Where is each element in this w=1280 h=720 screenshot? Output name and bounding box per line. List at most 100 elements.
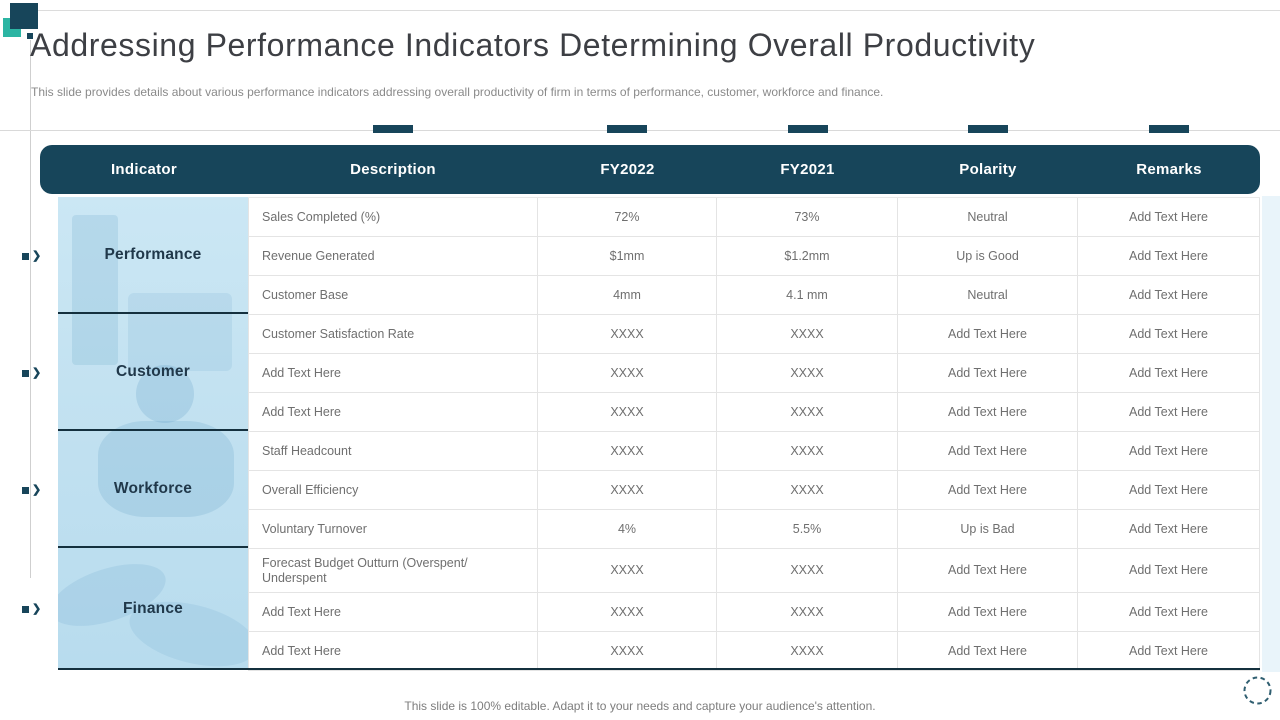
fy2022-cell: 4% (538, 510, 717, 548)
remarks-cell[interactable]: Add Text Here (1078, 471, 1260, 509)
header-indicator: Indicator (110, 161, 178, 178)
footer-note: This slide is 100% editable. Adapt it to… (404, 699, 876, 713)
fy2021-cell: 4.1 mm (717, 276, 898, 314)
fy2021-cell[interactable]: XXXX (717, 393, 898, 431)
page-title: Addressing Performance Indicators Determ… (30, 27, 1036, 63)
description-cell[interactable]: Add Text Here (248, 393, 538, 431)
table-row: Add Text Here XXXX XXXX Add Text Here Ad… (248, 393, 1260, 432)
rail-top-square-icon (27, 33, 33, 39)
fy2022-cell[interactable]: XXXX (538, 549, 717, 592)
fy2022-cell[interactable]: XXXX (538, 393, 717, 431)
group-bullet-icon: ❯ (22, 603, 41, 615)
description-cell: Voluntary Turnover (248, 510, 538, 548)
polarity-cell[interactable]: Add Text Here (898, 315, 1078, 353)
remarks-cell[interactable]: Add Text Here (1078, 432, 1260, 470)
remarks-cell[interactable]: Add Text Here (1078, 276, 1260, 314)
description-cell[interactable]: Add Text Here (248, 593, 538, 631)
table-bottom-border (58, 668, 1260, 670)
remarks-cell[interactable]: Add Text Here (1078, 632, 1260, 670)
description-cell[interactable]: Add Text Here (248, 632, 538, 670)
fy2022-cell[interactable]: XXXX (538, 432, 717, 470)
group-bullet-icon: ❯ (22, 367, 41, 379)
description-cell: Staff Headcount (248, 432, 538, 470)
table-rows: Sales Completed (%) 72% 73% Neutral Add … (248, 197, 1260, 671)
remarks-cell[interactable]: Add Text Here (1078, 315, 1260, 353)
table-body: Performance Customer Workforce Finance S… (58, 197, 1260, 671)
table-row: Sales Completed (%) 72% 73% Neutral Add … (248, 198, 1260, 237)
table-header: Indicator Description FY2022 FY2021 Pola… (40, 145, 1260, 194)
remarks-cell[interactable]: Add Text Here (1078, 549, 1260, 592)
remarks-cell[interactable]: Add Text Here (1078, 354, 1260, 392)
group-label-customer: Customer (58, 314, 248, 431)
fy2022-cell[interactable]: XXXX (538, 471, 717, 509)
remarks-cell[interactable]: Add Text Here (1078, 593, 1260, 631)
polarity-cell: Neutral (898, 198, 1078, 236)
logo-dark-square-icon (10, 3, 38, 29)
fy2021-cell[interactable]: XXXX (717, 354, 898, 392)
polarity-cell[interactable]: Add Text Here (898, 632, 1078, 670)
fy2021-cell[interactable]: XXXX (717, 549, 898, 592)
table-right-accent (1262, 196, 1280, 672)
fy2021-cell: 73% (717, 198, 898, 236)
fy2021-cell[interactable]: XXXX (717, 593, 898, 631)
header-fy2021: FY2021 (780, 161, 835, 178)
fy2021-cell[interactable]: XXXX (717, 632, 898, 670)
fy2021-cell[interactable]: XXXX (717, 432, 898, 470)
column-marker-icon (373, 125, 413, 133)
column-marker-icon (1149, 125, 1189, 133)
polarity-cell[interactable]: Add Text Here (898, 471, 1078, 509)
fy2022-cell[interactable]: XXXX (538, 354, 717, 392)
polarity-cell[interactable]: Add Text Here (898, 593, 1078, 631)
indicator-column-photo (58, 197, 248, 670)
group-bullet-icon: ❯ (22, 484, 41, 496)
polarity-cell[interactable]: Add Text Here (898, 354, 1078, 392)
table-row: Revenue Generated $1mm $1.2mm Up is Good… (248, 237, 1260, 276)
group-label-workforce: Workforce (58, 431, 248, 548)
group-label-performance: Performance (58, 197, 248, 314)
header-polarity: Polarity (959, 161, 1017, 178)
column-marker-icon (968, 125, 1008, 133)
polarity-cell[interactable]: Add Text Here (898, 432, 1078, 470)
table-row: Forecast Budget Outturn (Overspent/ Unde… (248, 549, 1260, 593)
remarks-cell[interactable]: Add Text Here (1078, 237, 1260, 275)
fy2022-cell[interactable]: XXXX (538, 632, 717, 670)
polarity-cell[interactable]: Add Text Here (898, 549, 1078, 592)
fy2021-cell: 5.5% (717, 510, 898, 548)
indicator-column: Performance Customer Workforce Finance (58, 197, 248, 670)
remarks-cell[interactable]: Add Text Here (1078, 393, 1260, 431)
fy2022-cell: $1mm (538, 237, 717, 275)
polarity-cell[interactable]: Add Text Here (898, 393, 1078, 431)
left-rail-line (30, 40, 31, 578)
description-cell: Forecast Budget Outturn (Overspent/ Unde… (248, 549, 538, 592)
description-cell: Customer Base (248, 276, 538, 314)
column-marker-icon (607, 125, 647, 133)
header-description: Description (350, 161, 436, 178)
table-row: Customer Satisfaction Rate XXXX XXXX Add… (248, 315, 1260, 354)
fy2022-cell: 72% (538, 198, 717, 236)
description-cell: Overall Efficiency (248, 471, 538, 509)
description-cell: Revenue Generated (248, 237, 538, 275)
fy2022-cell[interactable]: XXXX (538, 593, 717, 631)
fy2022-cell[interactable]: XXXX (538, 315, 717, 353)
top-divider (38, 10, 1280, 11)
remarks-cell[interactable]: Add Text Here (1078, 198, 1260, 236)
table-row: Overall Efficiency XXXX XXXX Add Text He… (248, 471, 1260, 510)
fy2021-cell: $1.2mm (717, 237, 898, 275)
table-row: Add Text Here XXXX XXXX Add Text Here Ad… (248, 354, 1260, 393)
fy2021-cell[interactable]: XXXX (717, 471, 898, 509)
table-row: Customer Base 4mm 4.1 mm Neutral Add Tex… (248, 276, 1260, 315)
page-subtitle: This slide provides details about variou… (31, 85, 884, 99)
dashed-circle-icon (1243, 676, 1272, 705)
group-label-finance: Finance (123, 600, 183, 617)
table-row: Add Text Here XXXX XXXX Add Text Here Ad… (248, 593, 1260, 632)
table-row: Staff Headcount XXXX XXXX Add Text Here … (248, 432, 1260, 471)
fy2021-cell[interactable]: XXXX (717, 315, 898, 353)
column-marker-icon (788, 125, 828, 133)
description-cell[interactable]: Add Text Here (248, 354, 538, 392)
description-cell: Customer Satisfaction Rate (248, 315, 538, 353)
polarity-cell: Up is Good (898, 237, 1078, 275)
remarks-cell[interactable]: Add Text Here (1078, 510, 1260, 548)
header-remarks: Remarks (1136, 161, 1202, 178)
description-cell: Sales Completed (%) (248, 198, 538, 236)
